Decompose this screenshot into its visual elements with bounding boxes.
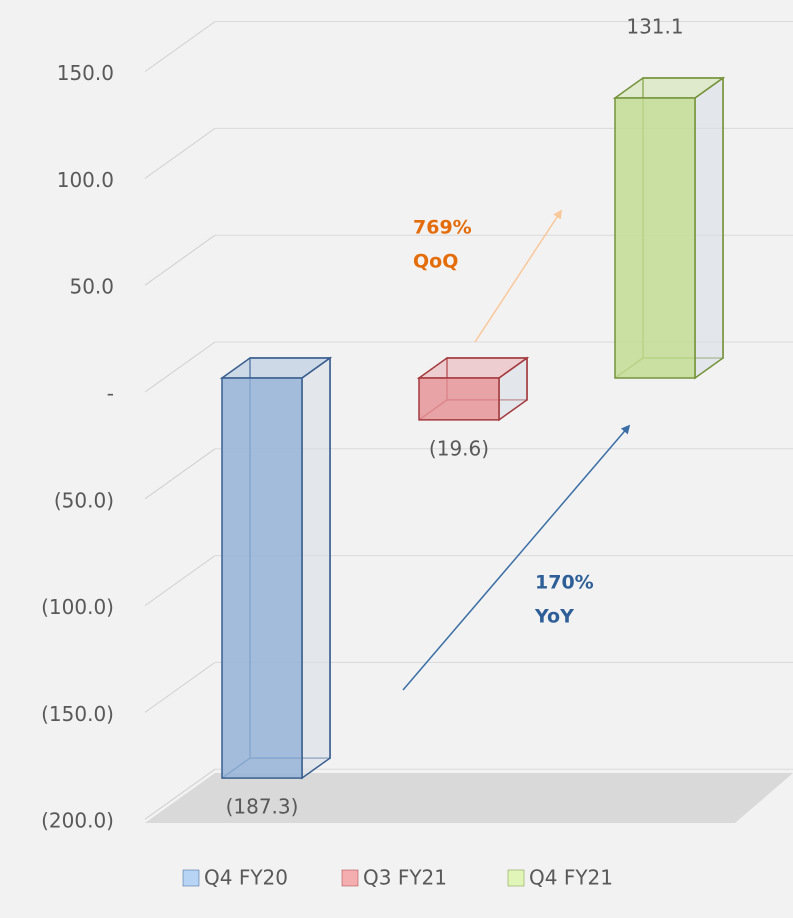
value-label: (187.3) bbox=[226, 795, 299, 819]
y-tick-label: (150.0) bbox=[41, 702, 114, 726]
y-tick-label: (100.0) bbox=[41, 595, 114, 619]
legend-label: Q4 FY20 bbox=[204, 866, 288, 890]
grid-line bbox=[144, 234, 216, 286]
value-label: 131.1 bbox=[626, 15, 683, 39]
y-tick-label: (200.0) bbox=[41, 809, 114, 833]
grid-line bbox=[144, 127, 216, 179]
y-tick-label: - bbox=[107, 382, 114, 406]
bar-3d bbox=[219, 356, 333, 780]
bar-3d bbox=[416, 356, 530, 422]
bar-side bbox=[694, 76, 724, 380]
legend-swatch bbox=[182, 869, 200, 887]
legend-label: Q4 FY21 bbox=[529, 866, 613, 890]
legend-label: Q3 FY21 bbox=[363, 866, 447, 890]
floor bbox=[145, 773, 793, 823]
y-tick-label: 100.0 bbox=[57, 168, 114, 192]
grid-line bbox=[144, 555, 216, 607]
grid-line bbox=[144, 21, 216, 73]
grid-line bbox=[144, 341, 216, 393]
grid-line bbox=[144, 661, 216, 713]
bar-side bbox=[301, 356, 331, 780]
bar bbox=[614, 97, 696, 379]
y-tick-label: (50.0) bbox=[54, 488, 114, 512]
y-tick-label: 50.0 bbox=[69, 275, 114, 299]
value-label: (19.6) bbox=[429, 436, 489, 460]
grid-line bbox=[144, 768, 216, 820]
bar-3d bbox=[612, 76, 726, 380]
annotation: 170% bbox=[535, 572, 594, 594]
annotation: YoY bbox=[534, 606, 574, 628]
legend-swatch bbox=[507, 869, 525, 887]
legend-swatch bbox=[341, 869, 359, 887]
bar bbox=[221, 377, 303, 779]
arrow bbox=[402, 424, 631, 691]
bar bbox=[418, 377, 500, 421]
y-tick-label: 150.0 bbox=[57, 61, 114, 85]
arrow bbox=[474, 209, 562, 343]
annotation: 769% bbox=[413, 217, 472, 239]
annotation: QoQ bbox=[413, 251, 458, 273]
grid-line bbox=[144, 448, 216, 500]
